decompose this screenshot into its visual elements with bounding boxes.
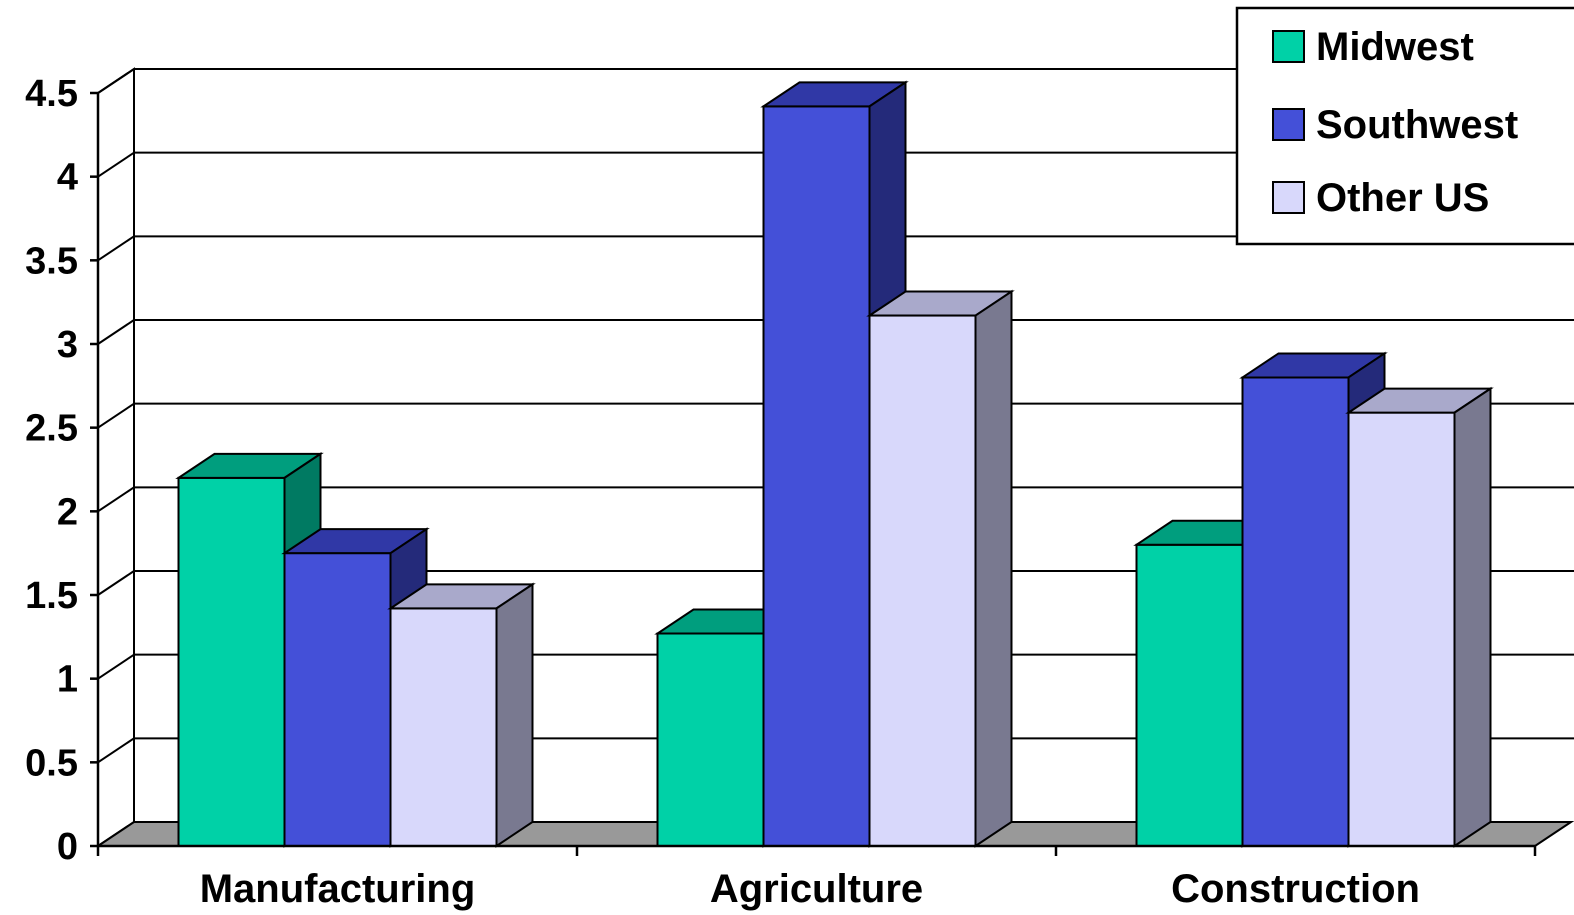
y-tick-label: 0.5 bbox=[25, 742, 78, 784]
x-category-label: Agriculture bbox=[710, 867, 923, 911]
y-tick-label: 0 bbox=[57, 826, 78, 868]
bar-front bbox=[1135, 543, 1244, 847]
gridline-wall bbox=[97, 235, 135, 262]
gridline-wall bbox=[97, 737, 135, 764]
y-tick-label: 3 bbox=[57, 324, 78, 366]
gridline-wall bbox=[97, 402, 135, 429]
bar-front bbox=[868, 314, 977, 847]
bar bbox=[866, 289, 1015, 848]
x-category-label: Construction bbox=[1171, 867, 1420, 911]
gridline-wall bbox=[97, 68, 135, 94]
bar-front bbox=[283, 552, 392, 848]
bar-front bbox=[177, 476, 286, 847]
gridline-wall bbox=[97, 570, 135, 596]
bar-side bbox=[495, 582, 534, 848]
chart-walls bbox=[97, 67, 135, 848]
legend-label: Southwest bbox=[1316, 103, 1518, 147]
y-tick-label: 1 bbox=[57, 659, 78, 701]
bar-front bbox=[1347, 411, 1456, 847]
bar-front bbox=[1241, 376, 1350, 847]
legend-swatch bbox=[1272, 30, 1305, 63]
bar-side bbox=[1453, 386, 1492, 848]
gridline-wall bbox=[97, 653, 135, 680]
legend: Midwest Southwest Other US bbox=[1235, 6, 1574, 246]
y-tick-labels: 0 0.5 1 1.5 2 2.5 3 3.5 4 4.5 bbox=[25, 73, 78, 868]
bar bbox=[760, 80, 909, 848]
bar-front bbox=[389, 607, 498, 847]
bar-side bbox=[974, 289, 1013, 848]
gridline-wall bbox=[97, 151, 135, 178]
bar bbox=[1345, 386, 1494, 848]
left-wall bbox=[97, 67, 135, 848]
bar-front bbox=[656, 632, 765, 848]
y-tick-label: 1.5 bbox=[25, 575, 78, 617]
x-category-label: Manufacturing bbox=[200, 867, 476, 911]
y-tick-label: 3.5 bbox=[25, 240, 78, 282]
gridline-wall bbox=[97, 486, 135, 513]
y-tick-label: 2.5 bbox=[25, 408, 78, 450]
legend-swatch bbox=[1272, 108, 1305, 141]
legend-label: Other US bbox=[1316, 176, 1489, 220]
bar bbox=[387, 582, 536, 848]
legend-label: Midwest bbox=[1316, 25, 1474, 69]
axes bbox=[90, 91, 1537, 856]
legend-swatch bbox=[1272, 181, 1305, 214]
bars bbox=[175, 80, 1494, 848]
y-tick-label: 4 bbox=[57, 157, 78, 199]
x-category-labels: Manufacturing Agriculture Construction bbox=[200, 867, 1420, 911]
gridline-wall bbox=[97, 319, 135, 345]
y-tick-label: 2 bbox=[57, 491, 78, 533]
bar-front bbox=[762, 105, 871, 848]
y-tick-label: 4.5 bbox=[25, 73, 78, 115]
